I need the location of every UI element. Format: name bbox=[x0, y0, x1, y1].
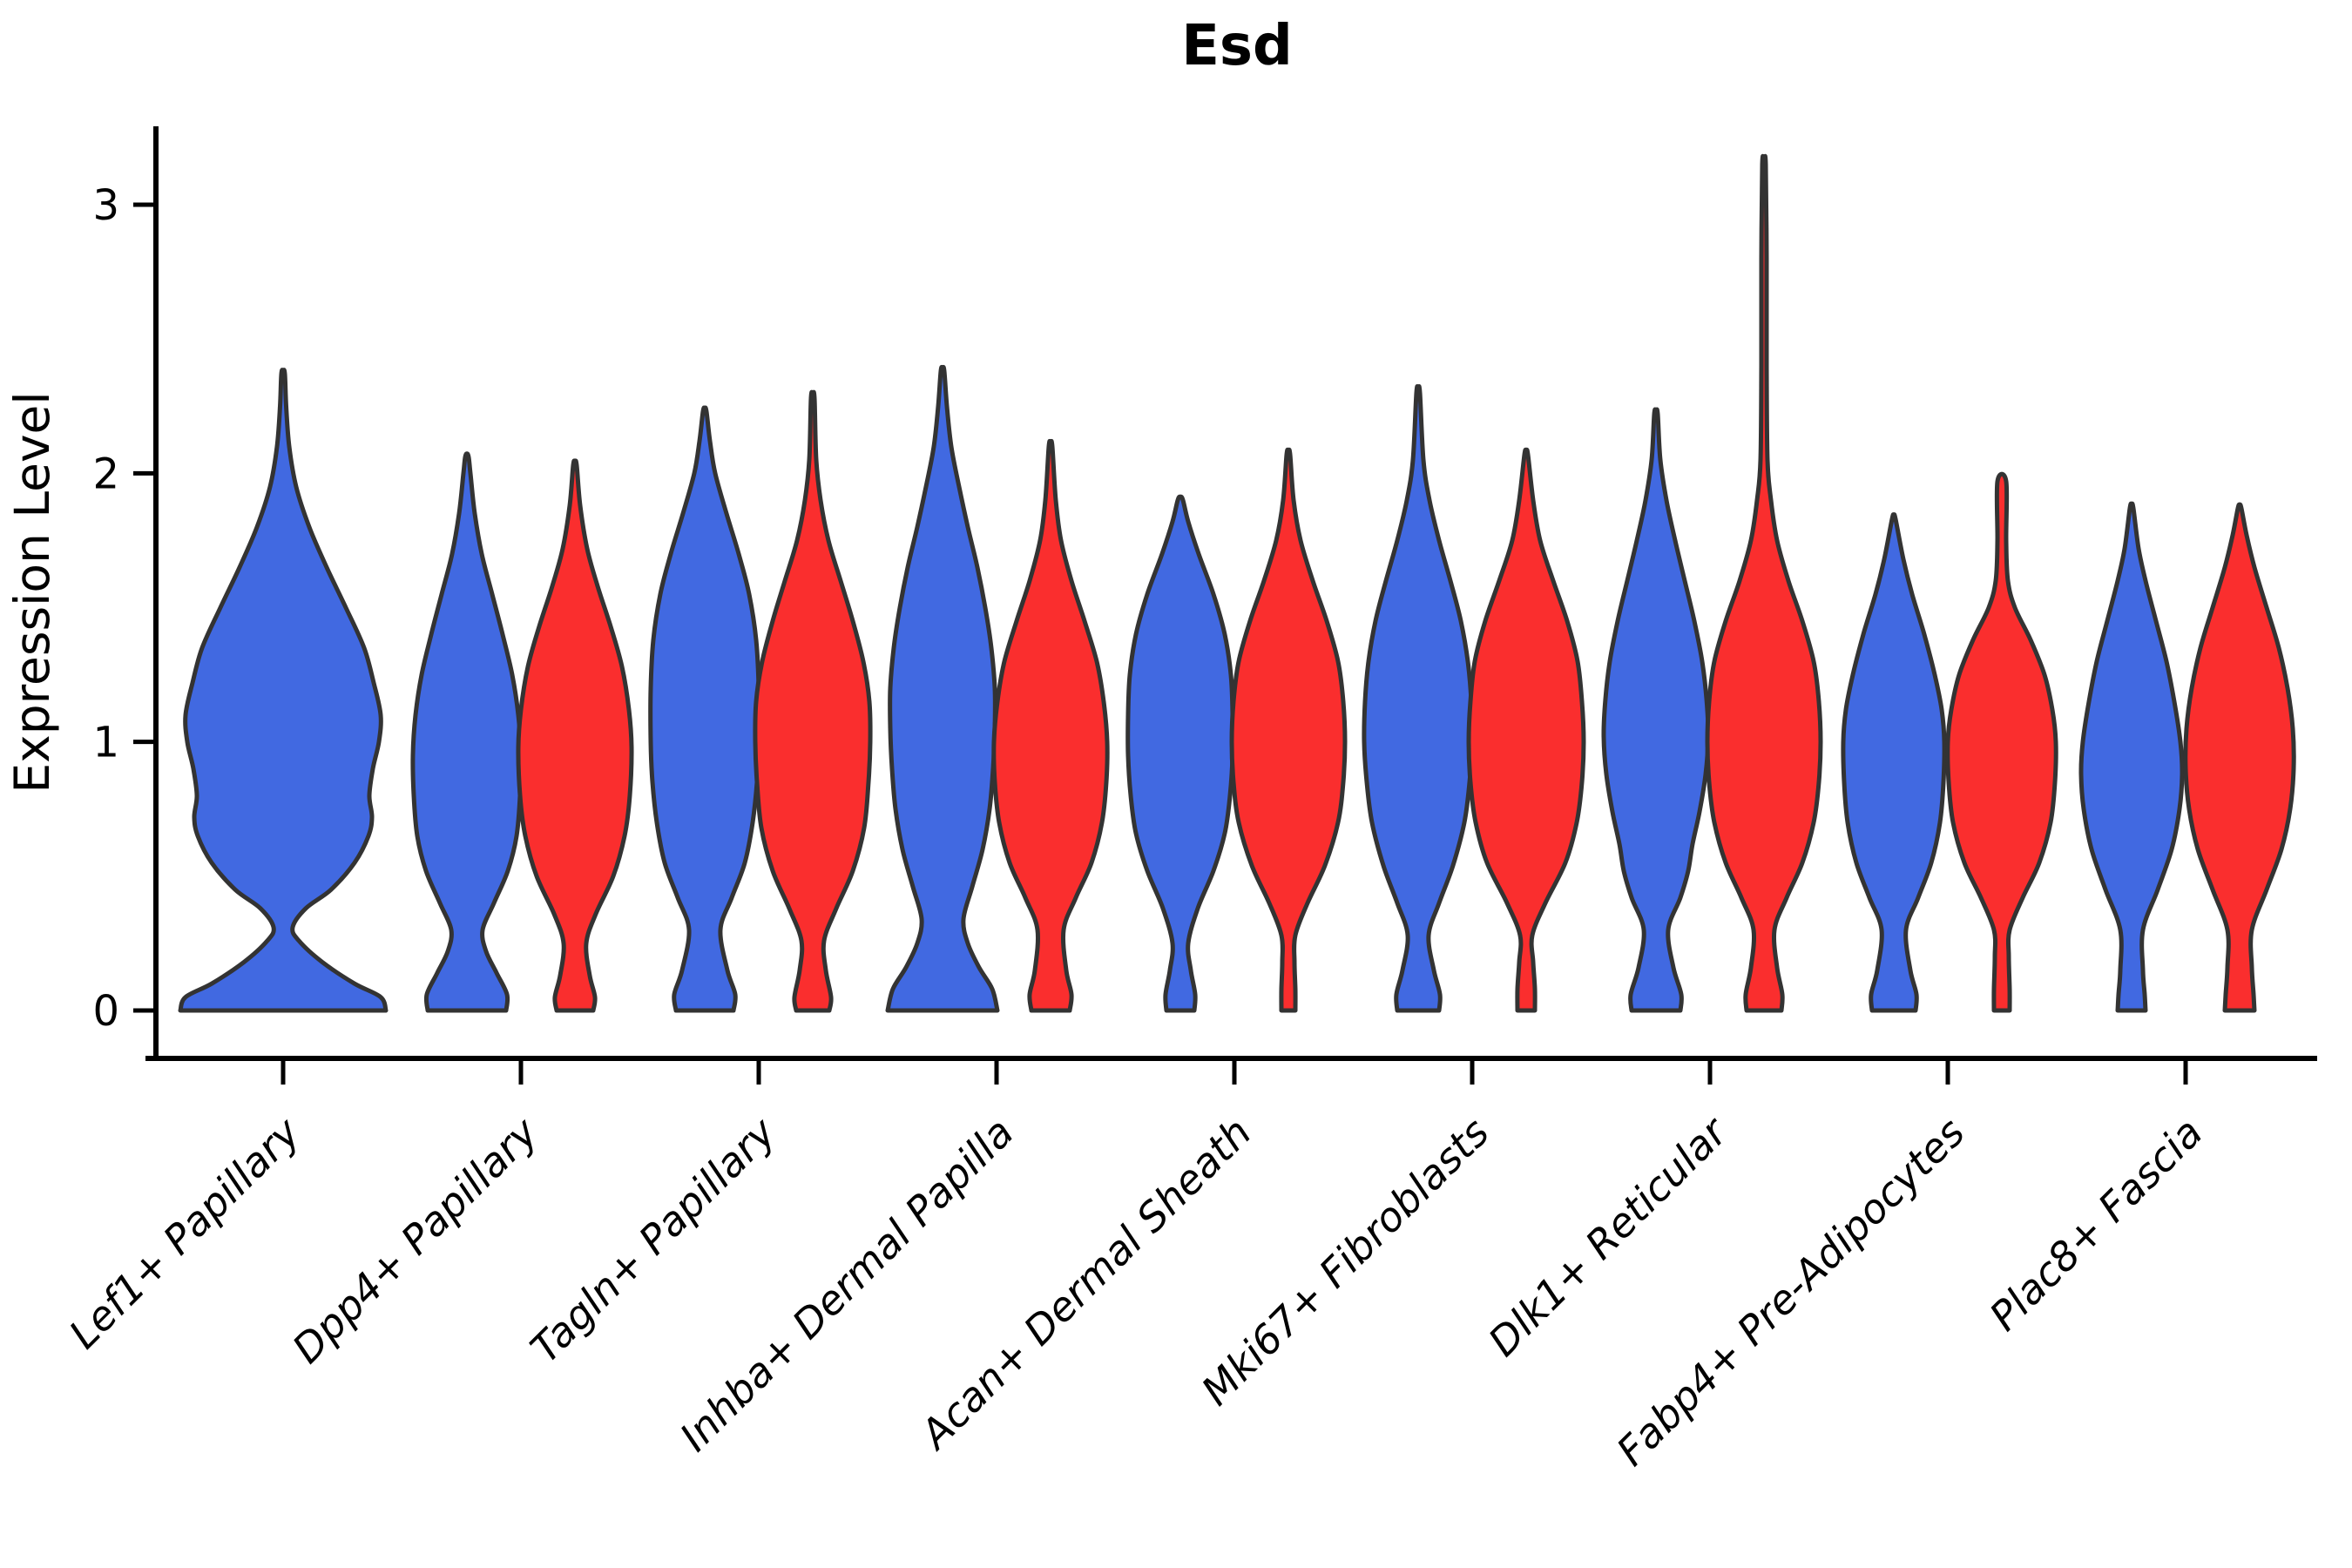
y-axis-label: Expression Level bbox=[4, 391, 60, 793]
chart-title: Esd bbox=[1181, 14, 1293, 78]
violin-shape bbox=[648, 405, 761, 1013]
violin-group bbox=[1362, 384, 1586, 1013]
violin-shape bbox=[1705, 153, 1823, 1013]
violin-group bbox=[648, 389, 873, 1013]
y-tick-label: 3 bbox=[92, 181, 119, 230]
violin-group bbox=[1841, 471, 2058, 1013]
violin-shape bbox=[1466, 447, 1586, 1013]
violin-group bbox=[410, 451, 634, 1013]
violin-shape bbox=[1601, 407, 1711, 1013]
y-tick-label: 0 bbox=[92, 987, 119, 1036]
violin-shape bbox=[2078, 501, 2185, 1013]
violin-shape bbox=[1841, 512, 1947, 1013]
violin-group bbox=[1601, 153, 1823, 1013]
violin-shape bbox=[1125, 494, 1235, 1013]
x-tick-label: Lef1+ Papillary bbox=[60, 1108, 309, 1357]
violin-group bbox=[178, 368, 389, 1013]
violin-group bbox=[885, 364, 1110, 1013]
violin-shape bbox=[516, 458, 634, 1013]
violin-shape bbox=[178, 368, 389, 1013]
violin-shape bbox=[991, 438, 1110, 1013]
x-tick-label: Dlk1+ Reticular bbox=[1479, 1106, 1738, 1365]
violin-shape bbox=[885, 364, 1000, 1013]
violin-shape bbox=[2183, 502, 2296, 1013]
x-tick-label: Dpp4+ Papillary bbox=[283, 1108, 547, 1372]
violin-shape bbox=[753, 389, 873, 1013]
x-tick-label: Plac8+ Fascia bbox=[1980, 1109, 2211, 1340]
axes-layer bbox=[145, 126, 2317, 1061]
violins-layer bbox=[178, 153, 2296, 1013]
violin-group bbox=[1125, 447, 1348, 1013]
violin-group bbox=[2078, 501, 2296, 1013]
violin-shape bbox=[1945, 471, 2058, 1013]
y-axis-ticks: 0 1 2 3 bbox=[92, 181, 156, 1036]
violin-shape bbox=[410, 451, 524, 1013]
violin-shape bbox=[1229, 447, 1348, 1013]
y-tick-label: 1 bbox=[92, 719, 119, 767]
y-tick-label: 2 bbox=[92, 449, 119, 498]
x-tick-label: Tagln+ Papillary bbox=[521, 1108, 785, 1372]
violin-shape bbox=[1362, 384, 1475, 1013]
